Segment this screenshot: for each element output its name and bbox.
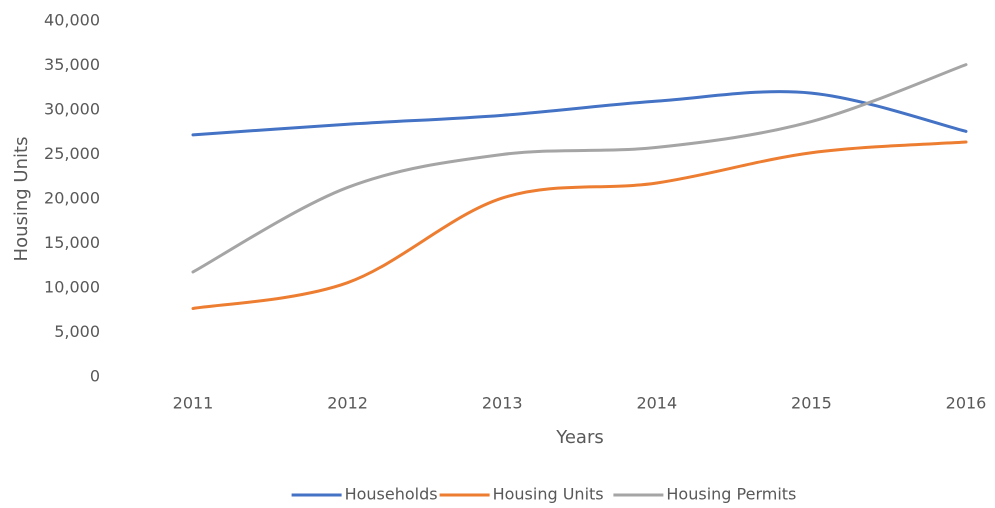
x-tick-label: 2013 xyxy=(482,394,523,413)
y-tick-label: 15,000 xyxy=(44,233,100,252)
series-line xyxy=(191,90,968,137)
y-tick-label: 10,000 xyxy=(44,278,100,297)
x-tick-label: 2016 xyxy=(946,394,987,413)
y-tick-label: 35,000 xyxy=(44,55,100,74)
y-axis-title: Housing Units xyxy=(11,137,32,262)
y-tick-label: 30,000 xyxy=(44,100,100,119)
y-tick-label: 0 xyxy=(90,367,100,386)
series-line xyxy=(191,140,968,310)
x-tick-label: 2014 xyxy=(636,394,677,413)
series-line xyxy=(191,63,968,274)
y-tick-label: 40,000 xyxy=(44,11,100,30)
legend-label: Housing Permits xyxy=(666,485,796,504)
legend-label: Households xyxy=(345,485,438,504)
y-tick-label: 25,000 xyxy=(44,144,100,163)
x-tick-label: 2011 xyxy=(173,394,214,413)
legend-label: Housing Units xyxy=(493,485,604,504)
x-tick-label: 2012 xyxy=(327,394,368,413)
x-tick-label: 2015 xyxy=(791,394,832,413)
x-axis-title: Years xyxy=(555,427,604,448)
y-tick-label: 5,000 xyxy=(54,322,100,341)
y-tick-label: 20,000 xyxy=(44,189,100,208)
